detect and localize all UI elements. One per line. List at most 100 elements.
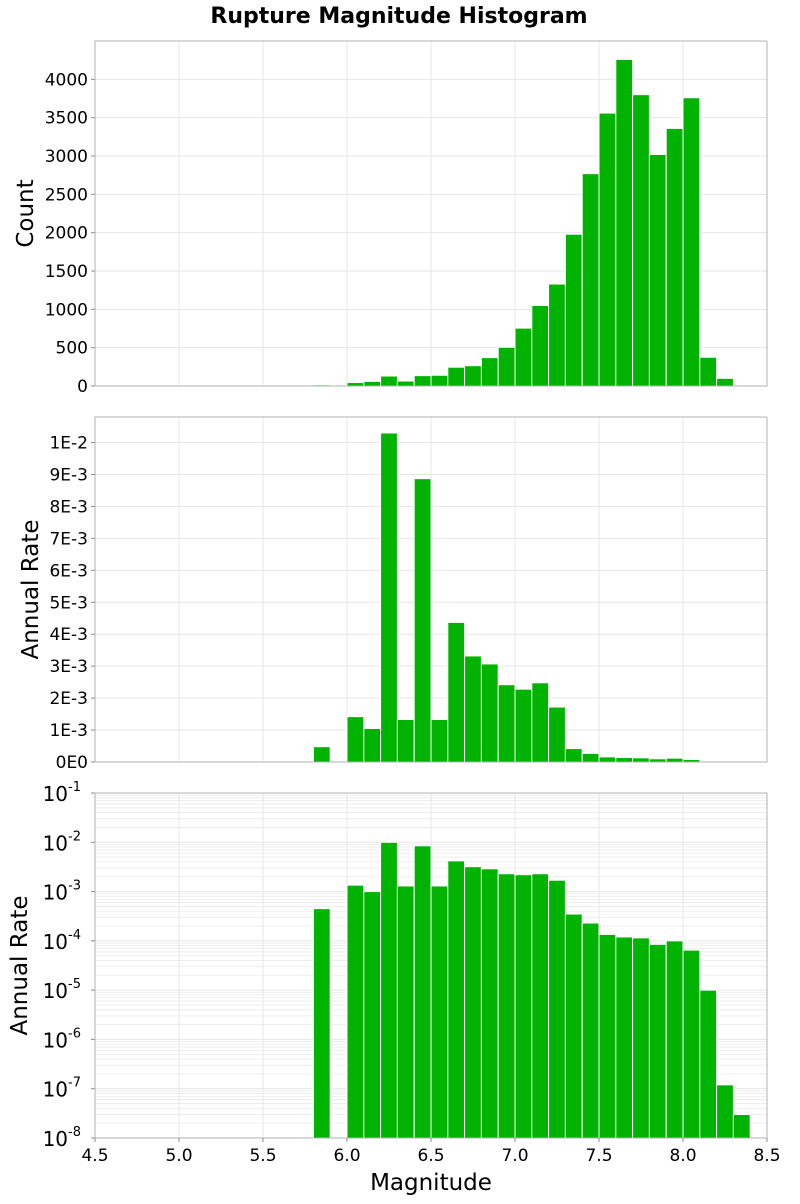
histogram-bar	[633, 938, 650, 1138]
histogram-bar	[515, 875, 532, 1138]
histogram-bar	[381, 376, 398, 386]
y-axis-title: Annual Rate	[7, 896, 33, 1036]
histogram-bar	[532, 874, 549, 1138]
histogram-bar	[397, 381, 414, 386]
histogram-bar	[448, 367, 465, 386]
histogram-bar	[616, 937, 633, 1138]
histogram-bar	[599, 757, 616, 762]
histogram-bar	[582, 753, 599, 762]
histogram-bar	[666, 758, 683, 762]
histogram-bar	[431, 886, 448, 1138]
histogram-bar	[549, 707, 566, 762]
histogram-bar	[532, 306, 549, 387]
histogram-bar	[465, 867, 482, 1138]
y-tick-label: 10-7	[43, 1076, 81, 1102]
histogram-bar	[397, 720, 414, 762]
y-tick-label: 2500	[45, 185, 88, 205]
histogram-bar	[549, 284, 566, 386]
histogram-bar	[717, 378, 734, 386]
histogram-bar	[364, 892, 381, 1138]
y-tick-label: 4000	[45, 70, 88, 90]
y-tick-label: 6E-3	[49, 561, 88, 581]
chart-panel-2: 0E01E-32E-33E-34E-35E-36E-37E-38E-39E-31…	[18, 417, 767, 773]
histogram-bar	[381, 842, 398, 1138]
y-tick-label: 500	[56, 339, 88, 359]
x-tick-label: 6.5	[417, 1146, 444, 1166]
histogram-bar	[448, 861, 465, 1138]
histogram-bar	[481, 869, 498, 1138]
histogram-bar	[717, 1085, 734, 1138]
histogram-bar	[633, 758, 650, 762]
y-tick-label: 3000	[45, 147, 88, 167]
histogram-bar	[565, 234, 582, 386]
histogram-bar	[347, 717, 364, 762]
histogram-bar	[465, 656, 482, 762]
y-tick-label: 1500	[45, 262, 88, 282]
histogram-bar	[313, 747, 330, 762]
histogram-bar	[431, 375, 448, 386]
histogram-bar	[565, 914, 582, 1138]
histogram-bar	[582, 923, 599, 1138]
y-tick-label: 10-8	[43, 1125, 81, 1151]
x-tick-label: 4.5	[81, 1146, 108, 1166]
y-tick-label: 8E-3	[49, 497, 88, 517]
histogram-bar	[515, 689, 532, 762]
histogram-bar	[364, 381, 381, 386]
x-tick-label: 7.5	[585, 1146, 612, 1166]
histogram-bar	[414, 376, 431, 386]
x-tick-label: 5.5	[249, 1146, 276, 1166]
histogram-bar	[481, 358, 498, 386]
y-tick-label: 3E-3	[49, 657, 88, 677]
histogram-bar	[515, 328, 532, 386]
y-tick-label: 2000	[45, 224, 88, 244]
histogram-bar	[649, 944, 666, 1138]
histogram-bar	[582, 174, 599, 386]
histogram-bar	[347, 383, 364, 386]
y-tick-label: 10-4	[43, 928, 81, 954]
y-tick-label: 10-2	[43, 829, 81, 855]
histogram-bar	[414, 479, 431, 762]
y-axis-title: Annual Rate	[18, 520, 44, 660]
histogram-bar	[347, 885, 364, 1138]
y-tick-label: 2E-3	[49, 689, 88, 709]
histogram-bar	[549, 880, 566, 1138]
histogram-bar	[498, 347, 515, 386]
histogram-bar	[700, 357, 717, 386]
histogram-bar	[431, 720, 448, 762]
histogram-bar	[498, 685, 515, 762]
histogram-bar	[599, 113, 616, 386]
y-tick-label: 9E-3	[49, 466, 88, 486]
histogram-bar	[481, 664, 498, 762]
histogram-bar	[616, 59, 633, 386]
y-tick-label: 10-3	[43, 879, 81, 905]
y-tick-label: 5E-3	[49, 593, 88, 613]
histogram-bar	[599, 934, 616, 1138]
histogram-bar	[683, 950, 700, 1138]
y-tick-label: 0	[77, 377, 88, 397]
x-tick-label: 6.0	[333, 1146, 360, 1166]
y-tick-label: 10-6	[43, 1026, 81, 1052]
histogram-bar	[666, 128, 683, 386]
y-tick-label: 1E-3	[49, 721, 88, 741]
y-tick-label: 7E-3	[49, 529, 88, 549]
histogram-bar	[448, 622, 465, 762]
histogram-bar	[683, 98, 700, 386]
histogram-bar	[532, 683, 549, 762]
chart-title: Rupture Magnitude Histogram	[210, 4, 587, 29]
histogram-bar	[414, 846, 431, 1138]
histogram-bar	[666, 941, 683, 1138]
histogram-bar	[633, 95, 650, 386]
histogram-bar	[565, 749, 582, 762]
histogram-bar	[397, 886, 414, 1138]
histogram-bar	[649, 154, 666, 386]
histogram-bar	[498, 874, 515, 1138]
histogram-bar	[700, 990, 717, 1138]
histogram-bar	[616, 758, 633, 762]
y-tick-label: 10-5	[43, 977, 81, 1003]
histogram-bar	[733, 1114, 750, 1138]
y-tick-label: 10-1	[43, 780, 81, 806]
